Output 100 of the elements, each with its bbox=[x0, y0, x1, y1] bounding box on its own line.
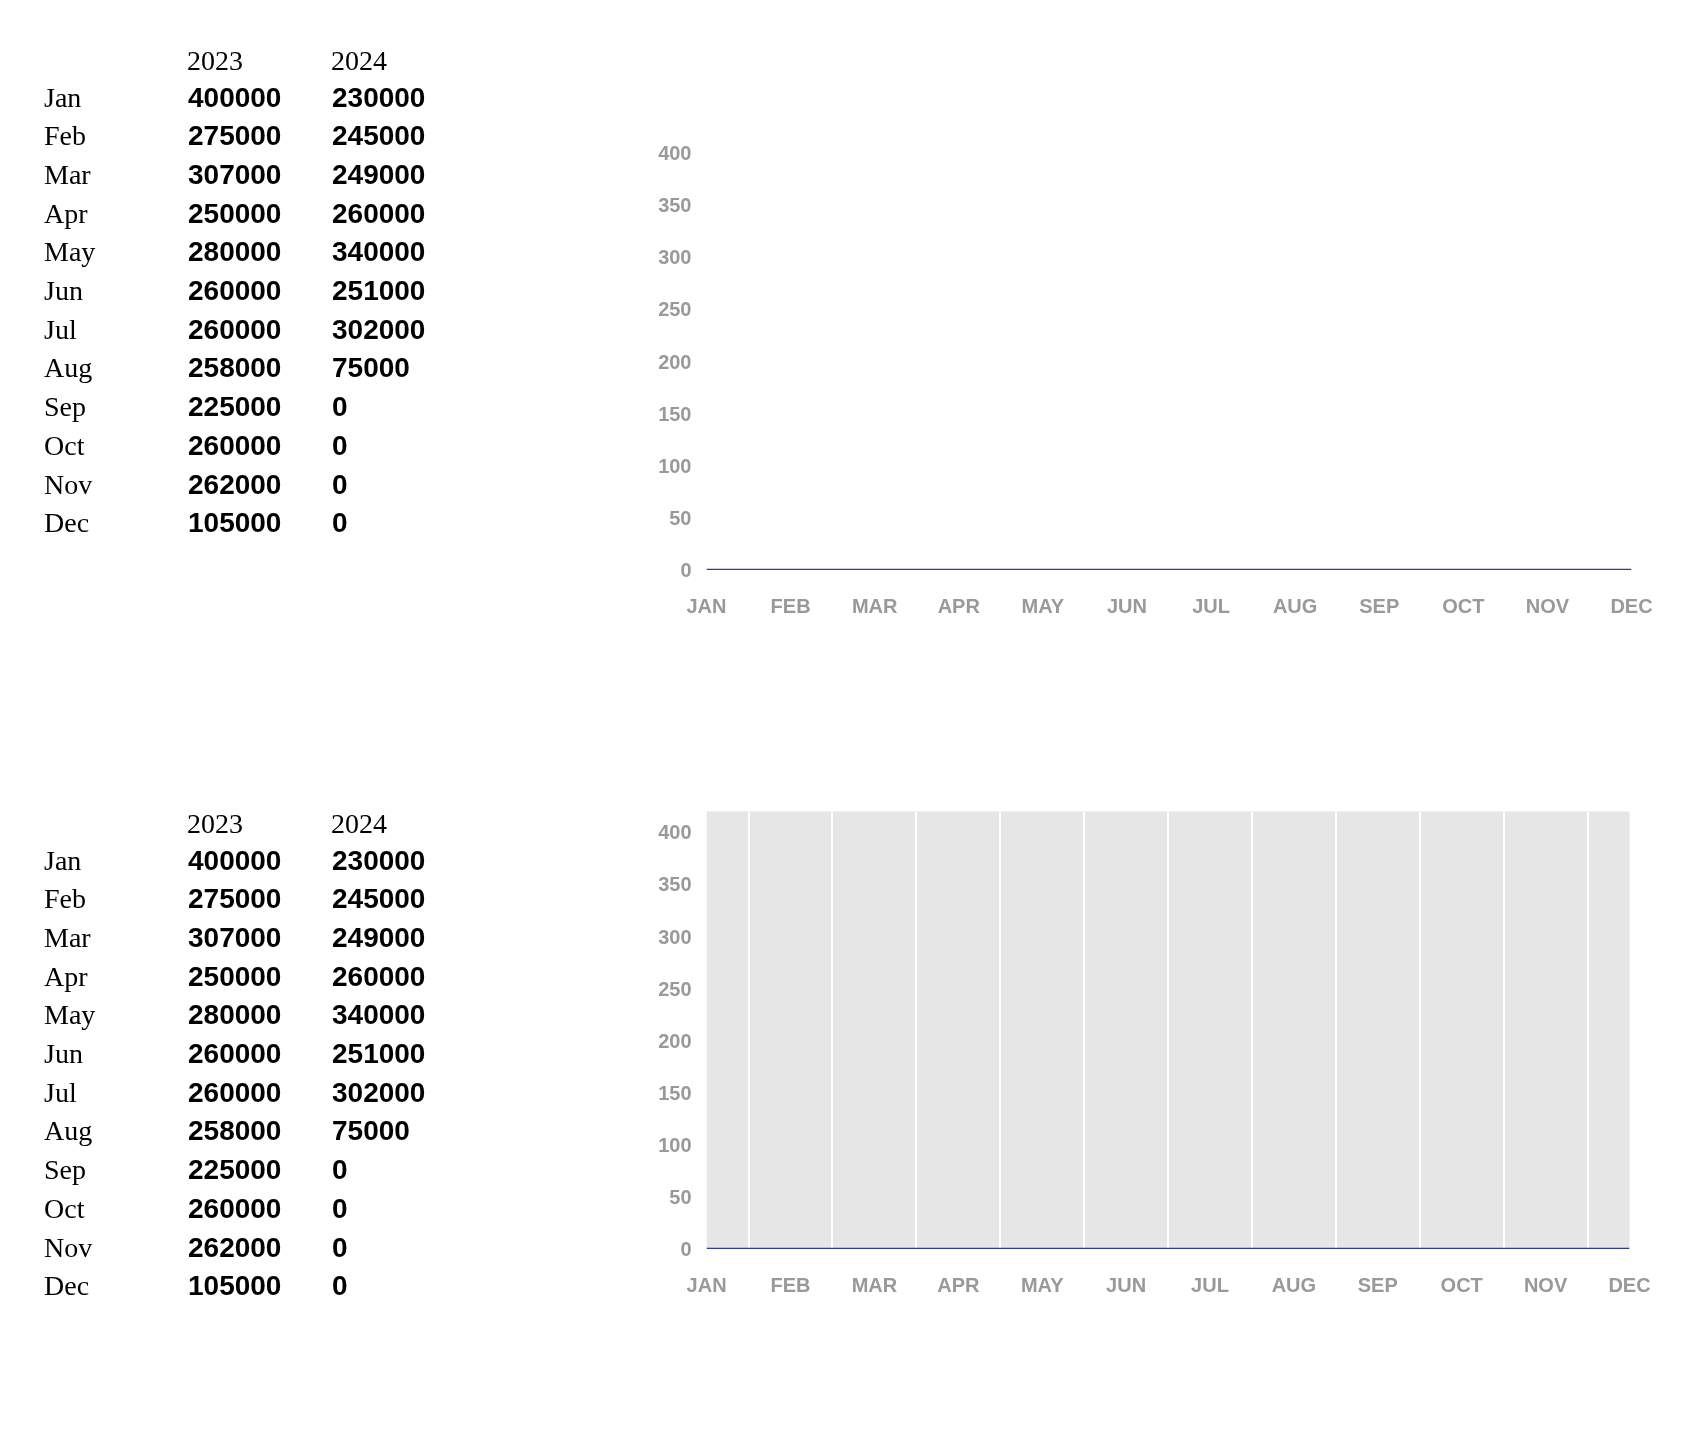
data-label: 249000 bbox=[332, 922, 426, 954]
category-label: Jul bbox=[44, 313, 77, 345]
y-tick-label: 150 bbox=[658, 402, 692, 425]
category-label: Apr bbox=[44, 197, 89, 229]
x-tick-label: SEP bbox=[1357, 1274, 1398, 1296]
category-label: Aug bbox=[44, 1115, 93, 1147]
y-tick-label: 200 bbox=[658, 350, 692, 373]
x-tick-label: APR bbox=[937, 1274, 980, 1296]
category-label: Mar bbox=[44, 159, 92, 191]
category-label: Jun bbox=[44, 1038, 83, 1070]
y-tick-label: 400 bbox=[658, 142, 692, 164]
x-tick-label: FEB bbox=[770, 1274, 811, 1296]
x-tick-label: MAR bbox=[851, 595, 899, 617]
x-tick-label: JAN bbox=[686, 595, 727, 617]
x-tick-label: DEC bbox=[1610, 595, 1653, 617]
x-tick-label: JUN bbox=[1106, 595, 1147, 617]
x-tick-label: MAY bbox=[1021, 595, 1065, 617]
y-tick-label: 350 bbox=[658, 194, 692, 217]
y-tick-label: 200 bbox=[658, 1029, 692, 1052]
y-tick-label: 50 bbox=[669, 506, 692, 529]
data-label: 75000 bbox=[332, 352, 410, 384]
y-tick-label: 0 bbox=[680, 559, 692, 581]
category-label: Aug bbox=[44, 352, 93, 384]
x-tick-label: MAR bbox=[851, 1274, 898, 1296]
data-label: 275000 bbox=[188, 120, 282, 152]
category-label: Feb bbox=[44, 120, 86, 152]
y-tick-label: 0 bbox=[680, 1238, 692, 1260]
data-label: 260000 bbox=[188, 313, 282, 345]
data-label: 262000 bbox=[188, 1231, 282, 1263]
data-label: 260000 bbox=[188, 275, 282, 307]
category-label: Oct bbox=[44, 429, 85, 461]
y-tick-label: 300 bbox=[658, 246, 692, 269]
data-label: 245000 bbox=[332, 883, 426, 915]
data-label: 307000 bbox=[188, 159, 282, 191]
x-tick-label: FEB bbox=[770, 595, 811, 617]
data-label: 251000 bbox=[332, 275, 426, 307]
data-label: 260000 bbox=[332, 197, 426, 229]
x-tick-label: SEP bbox=[1359, 595, 1400, 617]
x-tick-label: JUL bbox=[1192, 595, 1230, 617]
category-label: Jul bbox=[44, 1076, 77, 1108]
legend-label: 2023 bbox=[187, 808, 243, 839]
data-label: 258000 bbox=[188, 1115, 282, 1147]
category-label: Oct bbox=[44, 1192, 85, 1224]
category-label: Jan bbox=[44, 81, 82, 113]
category-label: Jun bbox=[44, 275, 83, 307]
data-label: 105000 bbox=[188, 507, 282, 539]
y-tick-label: 350 bbox=[658, 873, 692, 896]
data-label: 245000 bbox=[332, 120, 426, 152]
x-tick-label: NOV bbox=[1523, 1274, 1568, 1296]
legend-label: 2023 bbox=[187, 45, 243, 76]
data-label: 307000 bbox=[188, 922, 282, 954]
data-label: 0 bbox=[332, 1231, 348, 1263]
data-label: 0 bbox=[332, 391, 348, 423]
category-label: May bbox=[44, 236, 96, 268]
data-label: 262000 bbox=[188, 468, 282, 500]
x-tick-label: JUL bbox=[1191, 1274, 1229, 1296]
legend-label: 2024 bbox=[331, 45, 387, 76]
category-label: Sep bbox=[44, 1154, 86, 1186]
category-label: Mar bbox=[44, 922, 92, 954]
y-tick-label: 100 bbox=[658, 1133, 692, 1156]
data-label: 251000 bbox=[332, 1038, 426, 1070]
data-label: 260000 bbox=[188, 429, 282, 461]
y-tick-label: 50 bbox=[669, 1185, 692, 1208]
data-label: 280000 bbox=[188, 999, 282, 1031]
x-tick-label: APR bbox=[937, 595, 981, 617]
data-label: 275000 bbox=[188, 883, 282, 915]
data-label: 400000 bbox=[188, 844, 282, 876]
data-label: 302000 bbox=[332, 313, 426, 345]
data-label: 250000 bbox=[188, 197, 282, 229]
x-tick-label: DEC bbox=[1608, 1274, 1651, 1296]
data-label: 250000 bbox=[188, 960, 282, 992]
data-label: 258000 bbox=[188, 352, 282, 384]
category-label: Dec bbox=[44, 1270, 90, 1302]
data-label: 230000 bbox=[332, 844, 426, 876]
y-tick-label: 250 bbox=[658, 977, 692, 1000]
data-label: 225000 bbox=[188, 1154, 282, 1186]
y-tick-label: 250 bbox=[658, 298, 692, 321]
data-label: 105000 bbox=[188, 1270, 282, 1302]
y-tick-label: 400 bbox=[658, 821, 692, 844]
data-label: 280000 bbox=[188, 236, 282, 268]
data-label: 249000 bbox=[332, 159, 426, 191]
data-label: 0 bbox=[332, 429, 348, 461]
data-label: 260000 bbox=[332, 960, 426, 992]
category-label: Dec bbox=[44, 507, 90, 539]
x-tick-label: AUG bbox=[1271, 1274, 1317, 1296]
category-label: Nov bbox=[44, 1231, 93, 1263]
data-label: 340000 bbox=[332, 999, 426, 1031]
data-label: 260000 bbox=[188, 1192, 282, 1224]
data-label: 400000 bbox=[188, 81, 282, 113]
x-tick-label: AUG bbox=[1272, 595, 1318, 617]
x-tick-label: JUN bbox=[1106, 1274, 1147, 1296]
data-label: 0 bbox=[332, 507, 348, 539]
legend-label: 2024 bbox=[331, 808, 387, 839]
category-label: May bbox=[44, 999, 96, 1031]
data-label: 225000 bbox=[188, 391, 282, 423]
x-tick-label: NOV bbox=[1525, 595, 1570, 617]
y-tick-label: 150 bbox=[658, 1081, 692, 1104]
category-label: Jan bbox=[44, 844, 82, 876]
category-label: Nov bbox=[44, 468, 93, 500]
data-label: 340000 bbox=[332, 236, 426, 268]
